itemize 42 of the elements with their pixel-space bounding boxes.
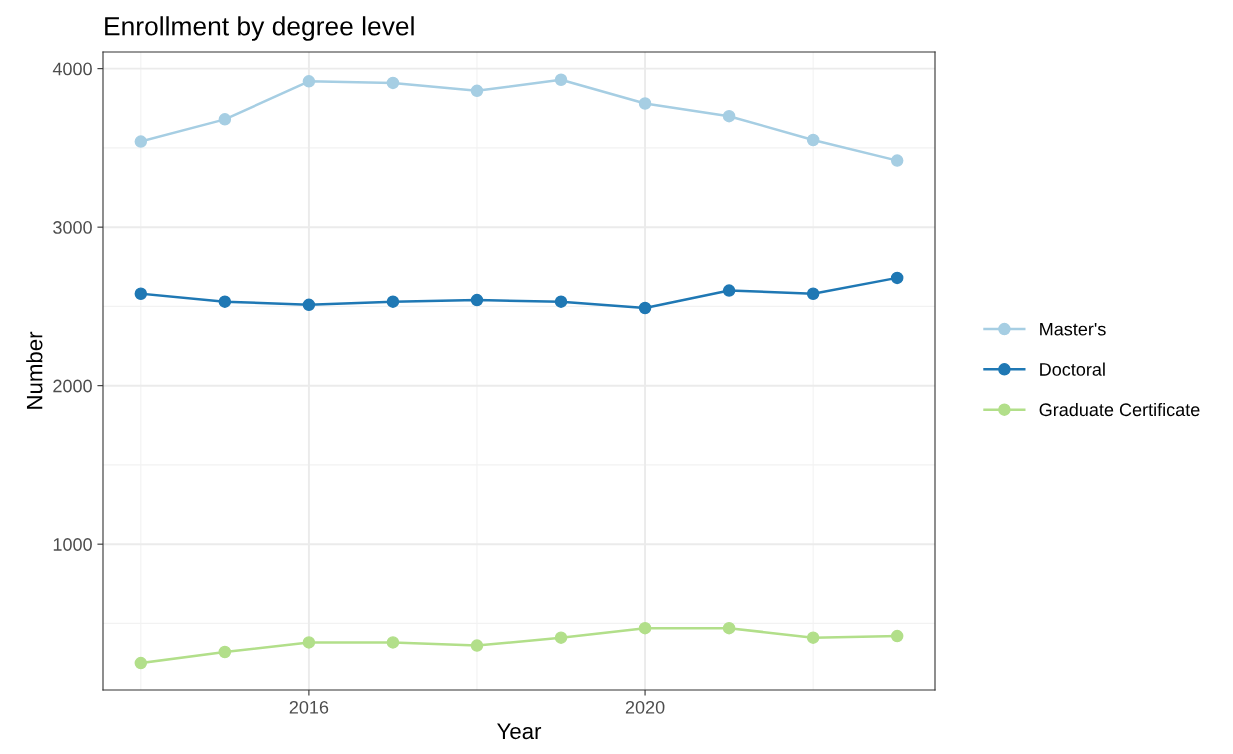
point [806, 133, 820, 147]
point [134, 656, 148, 670]
point [890, 271, 904, 285]
point [722, 621, 736, 635]
point [470, 293, 484, 307]
chart-title: Enrollment by degree level [105, 16, 414, 41]
point [302, 298, 316, 312]
point [218, 295, 232, 308]
point [134, 287, 148, 300]
point [722, 284, 736, 297]
legend-label: Master's [1040, 322, 1106, 336]
y-tick-label: 4000 [52, 62, 92, 76]
point [386, 636, 400, 649]
point [806, 287, 820, 300]
y-tick-label: 2000 [53, 379, 92, 393]
point [218, 645, 232, 659]
point [470, 84, 484, 98]
point [806, 631, 820, 644]
point [386, 76, 400, 90]
legend-label: Doctoral [1040, 362, 1105, 376]
point [554, 295, 568, 308]
y-tick-label: 3000 [53, 221, 92, 234]
point [134, 135, 148, 148]
point [638, 301, 652, 315]
point [386, 295, 400, 308]
point [470, 639, 484, 652]
point [722, 109, 736, 123]
y-axis-title: Number [26, 331, 43, 409]
x-axis-title: Year [497, 723, 542, 740]
point [302, 75, 316, 88]
x-tick-label: 2016 [289, 700, 329, 714]
point [302, 636, 316, 649]
point [554, 73, 568, 86]
point [890, 154, 904, 167]
point [554, 631, 568, 644]
y-tick-label: 1000 [53, 538, 92, 551]
point [218, 113, 232, 126]
x-tick-label: 2020 [625, 700, 665, 714]
legend-label: Graduate Certificate [1039, 402, 1200, 417]
point [638, 621, 652, 635]
point [638, 97, 652, 110]
point [890, 629, 904, 643]
